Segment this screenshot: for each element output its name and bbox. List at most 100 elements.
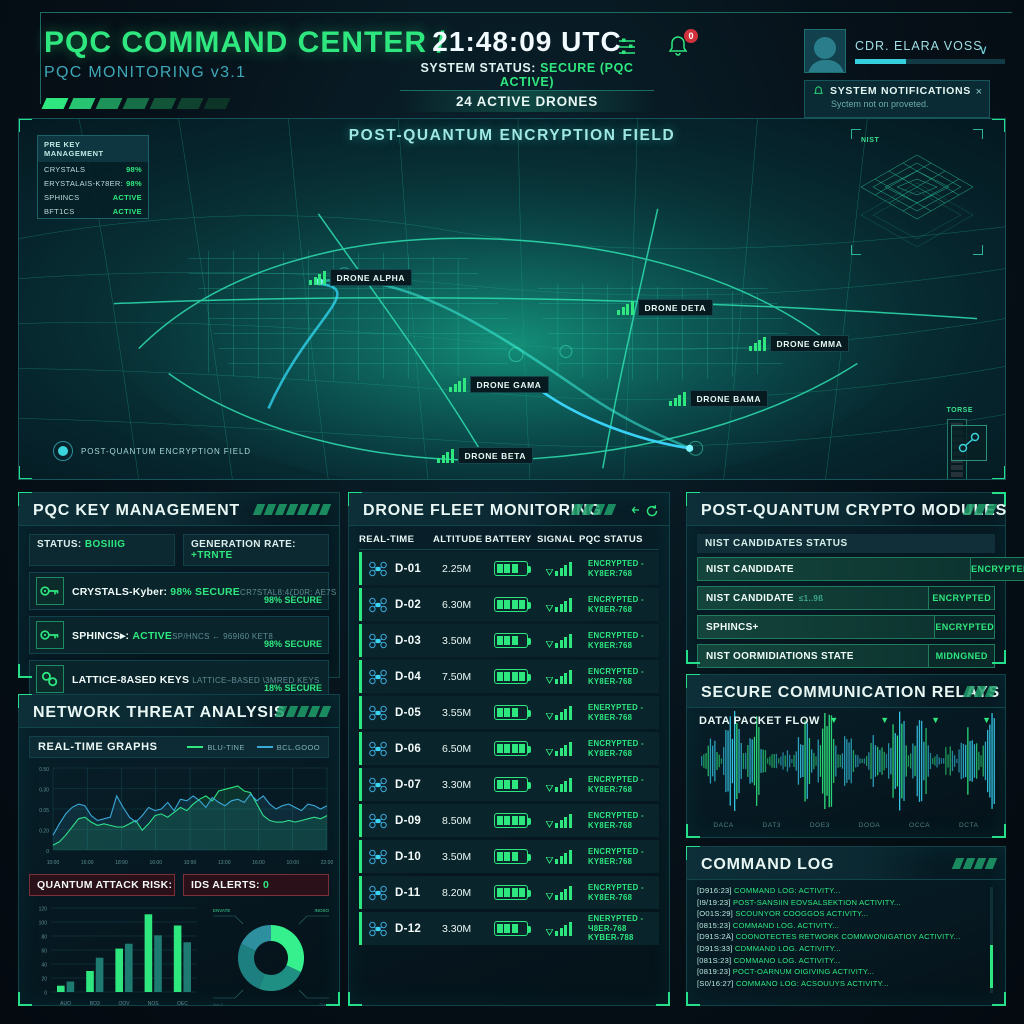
table-row[interactable]: D-06 6.50M ENCRYPTED - KY8ER-768 [359, 732, 659, 765]
drone-icon [368, 741, 388, 757]
chevron-down-icon[interactable]: ∨ [978, 42, 988, 57]
table-row[interactable]: D-07 3.30M ENCRYPTED - KY8ER:768 [359, 768, 659, 801]
collapse-arrow-icon[interactable] [630, 504, 642, 516]
signal-caret-icon [546, 712, 553, 720]
drone-icon [368, 561, 388, 577]
drone-map-tag[interactable]: DRONE GAMA [449, 376, 549, 393]
drone-id: D-03 [395, 634, 422, 647]
svg-text:OOV: OOV [118, 1001, 130, 1007]
drone-map-tag[interactable]: DRONE ALPHA [309, 269, 413, 286]
signal-indicator [546, 597, 588, 612]
key-status-label: STATUS: [37, 539, 82, 550]
log-scrollbar[interactable] [990, 887, 993, 993]
table-row[interactable]: D-10 3.50M ENCRYPTED - KY8ER:768 [359, 840, 659, 873]
svg-text:ENVATE: ENVATE [213, 908, 230, 913]
relay-axis-label: DOOA [858, 822, 881, 829]
table-row[interactable]: D-11 8.20M ENCRYPTED - KY8ER-768 [359, 876, 659, 909]
notification-title: SYSTEM NOTIFICATIONS [830, 85, 971, 97]
legend-entry: BCL.GOOO [256, 743, 320, 752]
clock-block: 21:48:09 UTC SYSTEM STATUS: SECURE (PQC … [402, 26, 652, 89]
column-pqc-status: PQC STATUS [579, 534, 643, 545]
drone-id: D-05 [395, 706, 422, 719]
svg-text:Sub-4: Sub-4 [319, 1003, 329, 1007]
drone-altitude: 8.20M [442, 886, 472, 899]
network-nodes-icon[interactable] [614, 34, 640, 60]
drone-map-label: DRONE DETA [637, 299, 714, 316]
drone-map-tag[interactable]: DRONE GMMA [749, 335, 850, 352]
notification-bell-icon[interactable]: 0 [666, 29, 698, 60]
active-drones-banner: 24 ACTIVE DRONES [400, 90, 654, 112]
drone-map-label: DRONE ALPHA [329, 269, 413, 286]
map-key-overlay-title: PRE KEY MANAGEMENT [38, 136, 148, 162]
drone-map-tag[interactable]: DRONE DETA [617, 299, 714, 316]
header-frame [40, 12, 1012, 104]
app-header: PQC COMMAND CENTER / PQC MONITORING v3.1… [12, 6, 1012, 118]
close-icon[interactable]: × [975, 86, 982, 98]
drone-id-cell: D-01 [368, 561, 442, 577]
header-chevron-strip [41, 98, 231, 109]
title-hash-marks [252, 504, 332, 515]
map-legend-label: POST-QUANTUM ENCRYPTION FIELD [81, 446, 251, 456]
log-text: COMMANO LOG: ACSOUUYS ACTIVITY... [735, 978, 889, 988]
map-legend: POST-QUANTUM ENCRYPTION FIELD [53, 441, 251, 461]
table-row[interactable]: D-01 2.25M ENCRYPTED - KY8ER:768 [359, 552, 659, 585]
signal-bars-icon [449, 377, 466, 392]
crypto-row[interactable]: NIST CANDIDATE ≤1..9ß ENCRYPTED [697, 586, 995, 610]
crypto-module-name: NIST CANDIDATE ≤1..9ß [697, 586, 930, 610]
drone-altitude: 8.50M [442, 814, 472, 827]
crypto-row[interactable]: SPHINCS+ ENCRYPTED [697, 615, 996, 639]
signal-indicator [546, 921, 588, 936]
drone-icon [368, 885, 388, 901]
pqc-status: ENCRYPTED - KY8ER-768 [588, 594, 644, 614]
map-nav-widget[interactable] [951, 425, 987, 461]
relay-marker-icon: ▼ [880, 715, 890, 725]
svg-text:NOS: NOS [148, 1001, 160, 1007]
log-line: [081S:23] COMMANO LOG. ACTIVITY... [697, 955, 995, 967]
panel-network-threat-analysis: NETWORK THREAT ANALYSIS REAL-TIME GRAPHS… [18, 694, 340, 1007]
drone-map-tag[interactable]: DRONE BETA [437, 447, 534, 464]
threat-bar-chart: 0 20 40 60 80 100 120 AUO BO3 OOV NOS OEC [27, 902, 203, 1010]
svg-text:10:90: 10:90 [184, 860, 197, 866]
key-row[interactable]: SPHINCS▸: ACTIVESP/HNCS ← 969I60 KET8 98%… [29, 616, 329, 654]
key-row[interactable]: CRYSTALS-Kyber: 98% SECURECR7STAL8:4ζD0R… [29, 572, 336, 610]
table-row[interactable]: D-04 7.50M ENCRYPTED - KY8ER-768 [359, 660, 659, 693]
drone-map-tag[interactable]: DRONE BAMA [669, 390, 769, 407]
signal-caret-icon [546, 892, 553, 900]
encryption-field-map[interactable]: POST-QUANTUM ENCRYPTION FIELD PRE KEY MA… [18, 118, 1006, 480]
key-row-title: LATTICE-8ASED KEYS [72, 674, 193, 686]
svg-text:80: 80 [41, 935, 47, 941]
svg-text:16:00: 16:00 [81, 860, 94, 866]
log-time: [D916:23] [697, 886, 732, 895]
panel-title-crypto: POST-QUANTUM CRYPTO MODULES [701, 502, 1008, 519]
crypto-row[interactable]: NIST OORMIDIATIONS STATE MIDNGNED [697, 644, 995, 668]
fleet-table-body: D-01 2.25M ENCRYPTED - KY8ER:768 D-02 6.30M E… [349, 552, 669, 945]
system-notification-toast[interactable]: SYSTEM NOTIFICATIONS Syctem not on prove… [804, 80, 990, 118]
ids-label: IDS ALERTS: [191, 879, 260, 891]
map-key-overlay[interactable]: PRE KEY MANAGEMENT CRYSTALS 98% ERYSTALAIS… [37, 135, 149, 219]
log-list[interactable]: [D916:23] COMMAND LOG: ACTIVITY... [I9/19… [697, 885, 995, 995]
table-row[interactable]: D-03 3.50M ENCRYPTED - KY8ER:768 [359, 624, 659, 657]
pqc-status: ENCRYPTED - KY8ER-768 [588, 666, 644, 686]
utc-clock: 21:48:09 UTC [432, 26, 622, 57]
crypto-module-name: SPHINCS+ [697, 615, 936, 639]
table-row[interactable]: D-09 8.50M ENCRYPTED - KY8ER-768 [359, 804, 659, 837]
signal-indicator [546, 705, 588, 720]
crypto-row[interactable]: NIST CANDIDATEENCRYPTED [697, 557, 1024, 581]
drone-altitude: 3.30M [442, 778, 472, 791]
drone-icon [368, 921, 388, 937]
user-menu[interactable]: CDR. ELARA VOSS ∨ [804, 28, 1005, 74]
signal-indicator [546, 741, 588, 756]
table-row[interactable]: D-12 3.30M ENERYPTED - Ч8ER-768 KYBER-788 [359, 912, 659, 945]
svg-text:18:90: 18:90 [115, 860, 128, 866]
key-row[interactable]: LATTICE-8ASED KEYS LATTICE–BASED \3MRED … [29, 660, 329, 698]
key-row-sub: LATTICE–BASED \3MRED KEYS [192, 676, 320, 685]
key-row-percent: 18% SECURE [263, 683, 322, 693]
table-row[interactable]: D-05 3.55M ENERYPTED - KY8ER-768 [359, 696, 659, 729]
refresh-icon[interactable] [645, 504, 659, 518]
threat-subtitle: REAL-TIME GRAPHS [38, 741, 158, 753]
battery-indicator [494, 741, 546, 756]
page-title: PQC COMMAND CENTER / [44, 26, 446, 59]
table-row[interactable]: D-02 6.30M ENCRYPTED - KY8ER-768 [359, 588, 659, 621]
log-time: [O01S:29] [697, 909, 733, 919]
threat-subheader: REAL-TIME GRAPHS BLU-TINE BCL.GOOO [29, 736, 329, 758]
